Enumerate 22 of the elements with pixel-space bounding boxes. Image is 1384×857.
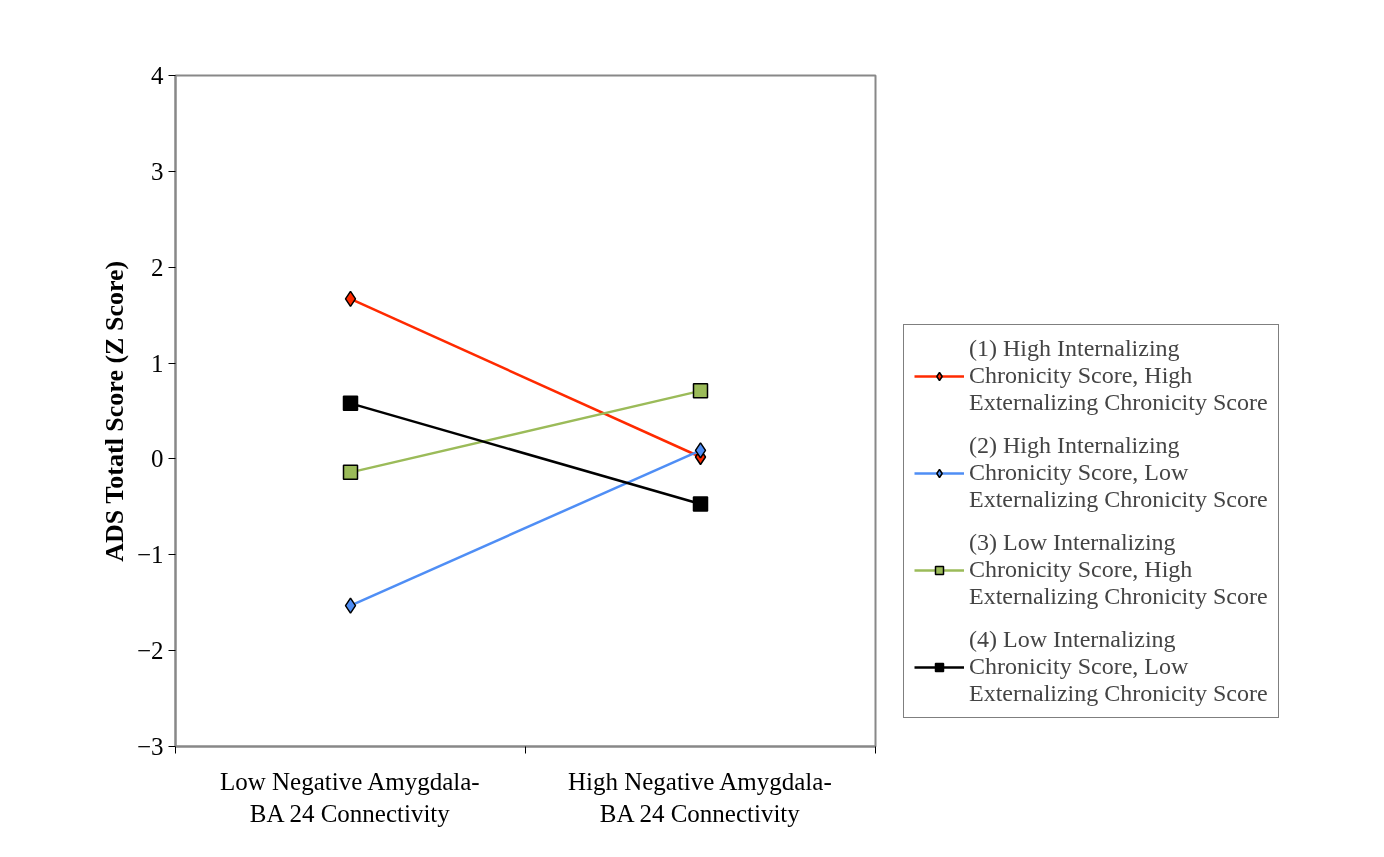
point — [692, 496, 709, 512]
legend-label: (2) High Internalizing Chronicity Score, Low Externalizing Chronicity Score — [969, 432, 1268, 513]
y-tick-label: 4 — [151, 62, 164, 89]
y-tick-label: −3 — [136, 733, 164, 760]
legend-label: (1) High Internalizing Chronicity Score, High Externalizing Chronicity Score — [969, 335, 1268, 416]
point — [344, 597, 357, 614]
point — [692, 383, 709, 399]
legend-label: (3) Low Internalizing Chronicity Score, High Externalizing Chronicity Score — [969, 529, 1268, 610]
y-tick-label: −1 — [136, 541, 164, 569]
point — [344, 290, 357, 308]
point — [342, 464, 359, 481]
y-tick-label: 2 — [151, 253, 164, 281]
x-tick-label: Low Negative Amygdala-BA 24 Connectivity — [219, 767, 480, 827]
y-tick-label: 3 — [151, 157, 164, 185]
y-tick-label: −2 — [136, 637, 164, 665]
point — [694, 442, 707, 459]
legend-label: (4) Low Internalizing Chronicity Score, Low Externalizing Chronicity Score — [969, 626, 1268, 707]
y-tick-label: 1 — [151, 349, 164, 377]
x-tick-label: High Negative Amygdala-BA 24 Connectivity — [567, 767, 832, 827]
point — [342, 395, 359, 412]
y-tick-label: 0 — [151, 445, 164, 473]
y-axis-title: ADS Totatl Score (Z Score) — [99, 260, 129, 562]
